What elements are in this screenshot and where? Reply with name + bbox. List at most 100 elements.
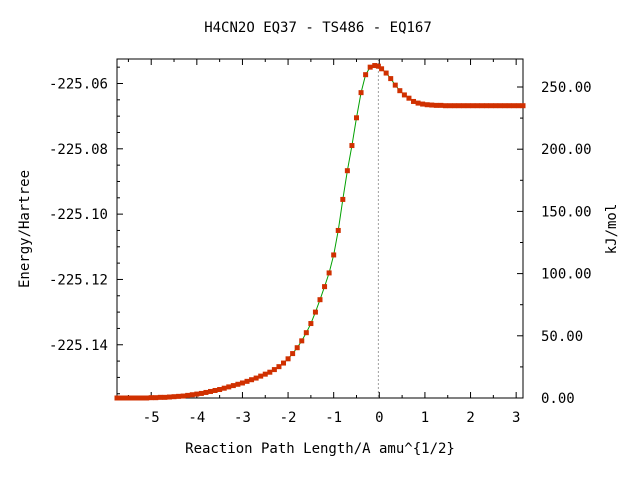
data-point: [429, 102, 435, 108]
data-point: [317, 297, 323, 303]
data-point: [212, 387, 218, 393]
data-point: [447, 103, 453, 109]
x-axis-label: Reaction Path Length/A amu^{1/2}: [185, 441, 455, 457]
data-point: [424, 102, 430, 108]
data-point: [461, 103, 467, 109]
data-point: [358, 90, 364, 96]
y2-tick-label: 0.00: [541, 391, 575, 407]
x-tick-label: 3: [512, 410, 520, 426]
data-point: [479, 103, 485, 109]
data-point: [276, 364, 282, 370]
y-tick-label: -225.08: [49, 142, 108, 158]
x-tick-label: -5: [143, 410, 160, 426]
data-point: [239, 380, 245, 386]
data-point: [452, 103, 458, 109]
data-point: [235, 381, 241, 387]
data-point: [415, 100, 421, 106]
data-point: [438, 102, 444, 108]
data-point: [166, 394, 172, 400]
data-point: [383, 70, 389, 76]
data-point: [267, 369, 273, 375]
data-point: [125, 395, 131, 401]
data-point: [456, 103, 462, 109]
data-point: [511, 103, 517, 109]
data-point: [474, 103, 480, 109]
x-tick-label: 1: [421, 410, 429, 426]
y2-tick-label: 250.00: [541, 80, 592, 96]
data-point: [244, 378, 250, 384]
y-tick-label: -225.06: [49, 76, 108, 92]
data-point: [353, 115, 359, 121]
data-point: [271, 367, 277, 373]
data-point: [258, 373, 264, 379]
data-point: [148, 395, 154, 401]
data-point: [488, 103, 494, 109]
data-point: [208, 388, 214, 394]
data-point: [121, 395, 127, 401]
data-point: [153, 395, 159, 401]
data-point: [144, 395, 150, 401]
data-point: [322, 284, 328, 290]
data-point: [388, 76, 394, 82]
data-point: [497, 103, 503, 109]
data-point: [331, 252, 337, 258]
data-point: [249, 377, 255, 383]
data-point: [135, 395, 141, 401]
data-point: [185, 392, 191, 398]
data-point: [465, 103, 471, 109]
data-point: [253, 375, 259, 381]
data-point: [230, 383, 236, 389]
x-tick-label: -4: [188, 410, 205, 426]
data-point: [285, 356, 291, 362]
data-point: [379, 66, 385, 72]
y-axis-label: Energy/Hartree: [17, 170, 33, 288]
data-point: [372, 63, 378, 69]
data-point: [367, 64, 373, 70]
data-point: [262, 371, 268, 377]
data-point: [493, 103, 499, 109]
data-point: [506, 103, 512, 109]
data-point: [335, 227, 341, 233]
data-point: [281, 360, 287, 366]
data-point: [303, 330, 309, 336]
y2-axis-label: kJ/mol: [604, 204, 620, 255]
data-point: [411, 98, 417, 104]
data-point: [433, 102, 439, 108]
data-point: [294, 345, 300, 351]
data-point: [442, 103, 448, 109]
data-point: [392, 82, 398, 88]
data-point: [420, 101, 426, 107]
data-point: [157, 394, 163, 400]
data-point: [221, 385, 227, 391]
y-tick-label: -225.14: [49, 338, 108, 354]
series-line: [117, 65, 523, 399]
data-point: [344, 168, 350, 174]
y2-tick-label: 100.00: [541, 267, 592, 283]
data-point: [312, 309, 318, 315]
data-point: [194, 391, 200, 397]
data-point: [397, 88, 403, 94]
data-point: [116, 395, 122, 401]
data-point: [198, 390, 204, 396]
data-point: [375, 63, 381, 69]
data-point: [349, 143, 355, 149]
data-point: [162, 394, 168, 400]
x-tick-label: -2: [280, 410, 297, 426]
x-tick-label: 2: [466, 410, 474, 426]
data-point: [130, 395, 136, 401]
data-point: [502, 103, 508, 109]
data-point: [308, 321, 314, 327]
y2-tick-label: 200.00: [541, 142, 592, 158]
data-point: [484, 103, 490, 109]
y2-tick-label: 50.00: [541, 329, 583, 345]
data-point: [363, 72, 369, 78]
data-point: [226, 384, 232, 390]
data-point: [189, 392, 195, 398]
data-point: [515, 103, 521, 109]
x-tick-label: -3: [234, 410, 251, 426]
y-tick-label: -225.12: [49, 272, 108, 288]
data-point: [401, 92, 407, 98]
data-point: [217, 387, 223, 393]
y-tick-label: -225.10: [49, 207, 108, 223]
